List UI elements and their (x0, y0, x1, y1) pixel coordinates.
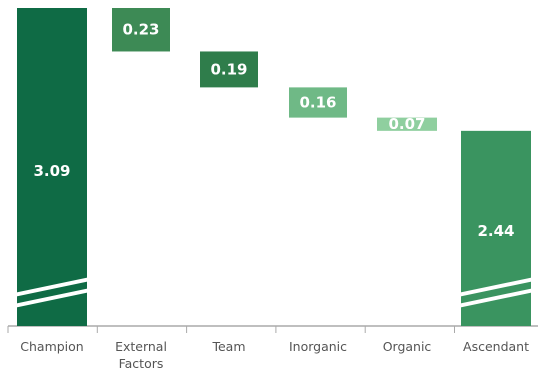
bar-organic (377, 117, 437, 131)
bar-champion (17, 8, 87, 326)
data-label: 0.16 (299, 94, 336, 112)
data-label: 3.09 (33, 162, 70, 180)
x-tick-label: Ascendant (463, 339, 529, 354)
data-label: 0.07 (388, 115, 425, 133)
axis-break-mark (453, 287, 538, 309)
x-tick-label: Inorganic (289, 339, 347, 354)
axis-break-mark (453, 276, 538, 298)
x-tick-label: Factors (119, 356, 164, 371)
data-label: 2.44 (477, 222, 514, 240)
bar-team (200, 51, 258, 88)
x-tick-label: Team (211, 339, 245, 354)
axis-break-mark (9, 287, 95, 309)
data-label: 0.23 (122, 21, 159, 39)
bar-external-factors (112, 8, 170, 52)
x-tick-label: Organic (383, 339, 432, 354)
bar-inorganic (289, 87, 347, 118)
axis-break-mark (9, 276, 95, 298)
data-label: 0.19 (210, 60, 247, 78)
x-tick-label: Champion (20, 339, 83, 354)
x-tick-label: External (115, 339, 167, 354)
